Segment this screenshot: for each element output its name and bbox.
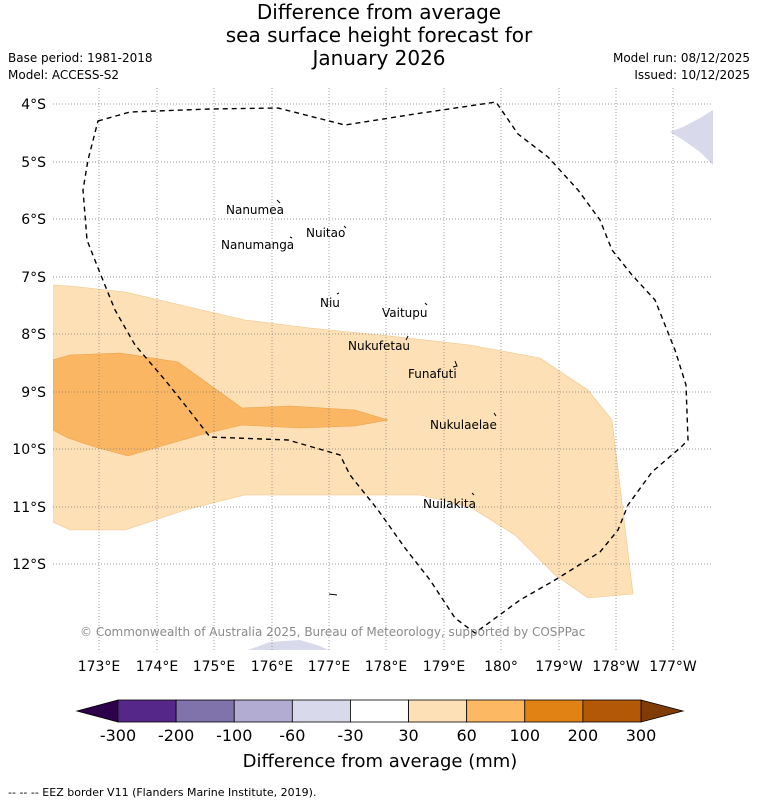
island-shape-nuitao xyxy=(343,225,347,229)
lat-label-1: 5°S xyxy=(21,155,46,171)
lat-label-0: 4°S xyxy=(21,97,46,113)
island-shape-nanumanga xyxy=(289,236,293,239)
colorbar-tick-5: 30 xyxy=(398,726,418,745)
colorbar-tick-8: 200 xyxy=(568,726,599,745)
island-label-nanumea: Nanumea xyxy=(226,203,284,217)
model-name: Model: ACCESS-S2 xyxy=(8,68,120,82)
island-shape-far-south xyxy=(328,593,338,596)
lon-label-5: 178°E xyxy=(365,659,408,675)
island-shape-nukufetau xyxy=(405,335,409,341)
colorbar-segment-2 xyxy=(233,699,293,723)
island-shape-funafuti xyxy=(452,360,458,368)
lon-label-3: 176°E xyxy=(251,659,294,675)
colorbar-over-arrow xyxy=(640,699,685,723)
anomaly-region-30-60 xyxy=(53,284,634,599)
colorbar-tick-0: -300 xyxy=(100,726,136,745)
issued-date: Issued: 10/12/2025 xyxy=(634,68,750,82)
island-shape-nanumea xyxy=(276,199,281,204)
lat-label-4: 8°S xyxy=(21,327,46,343)
anomaly-region-minus60-minus30 xyxy=(670,110,713,165)
colorbar-segment-1 xyxy=(175,699,235,723)
island-label-nuitao: Nuitao xyxy=(306,226,345,240)
longitude-labels: 173°E 174°E 175°E 176°E 177°E 178°E 179°E 180° 1… xyxy=(78,659,697,675)
island-label-nukufetau: Nukufetau xyxy=(348,339,410,353)
colorbar-tick-6: 60 xyxy=(456,726,476,745)
island-shape-nukulaelae xyxy=(493,412,497,417)
colorbar-title: Difference from average (mm) xyxy=(243,751,518,772)
anomaly-region-minus60-minus30-bottom xyxy=(248,640,328,650)
lon-label-10: 177°W xyxy=(649,659,697,675)
lon-label-2: 175°E xyxy=(193,659,236,675)
colorbar-segment-7 xyxy=(524,699,584,723)
colorbar-under-arrow xyxy=(75,699,119,723)
title-line-1: Difference from average xyxy=(256,0,502,24)
island-shapes xyxy=(276,199,497,596)
colorbar-tick-1: -200 xyxy=(158,726,194,745)
lat-label-5: 9°S xyxy=(21,385,46,401)
island-label-nuilakita: Nuilakita xyxy=(423,497,476,511)
colorbar-tick-7: 100 xyxy=(510,726,541,745)
colorbar: -300 -200 -100 -60 -30 30 60 100 200 300 Differen… xyxy=(75,699,685,772)
lon-label-9: 178°W xyxy=(592,659,640,675)
colorbar-tick-3: -60 xyxy=(279,726,305,745)
lon-label-8: 179°W xyxy=(535,659,583,675)
title-line-2: sea surface height forecast for xyxy=(225,23,533,47)
lat-label-6: 10°S xyxy=(12,442,46,458)
island-labels: Nanumea Nuitao Nanumanga Niu Vaitupu Nuk… xyxy=(221,203,497,511)
meta-left: Base period: 1981-2018 Model: ACCESS-S2 xyxy=(8,50,153,84)
latitude-labels: 4°S 5°S 6°S 7°S 8°S 9°S 10°S 11°S 12°S xyxy=(12,97,46,573)
anomaly-layer xyxy=(53,110,713,650)
colorbar-tick-9: 300 xyxy=(626,726,657,745)
lon-label-4: 177°E xyxy=(308,659,351,675)
island-label-nukulaelae: Nukulaelae xyxy=(430,418,497,432)
lon-label-6: 179°E xyxy=(423,659,466,675)
figure-title: Difference from average sea surface heig… xyxy=(0,1,758,70)
colorbar-segment-5 xyxy=(408,699,468,723)
colorbar-segment-6 xyxy=(466,699,526,723)
base-period: Base period: 1981-2018 xyxy=(8,51,153,65)
title-line-3: January 2026 xyxy=(312,46,446,70)
meta-right: Model run: 08/12/2025 Issued: 10/12/2025 xyxy=(613,50,750,84)
map-canvas: Nanumea Nuitao Nanumanga Niu Vaitupu Nuk… xyxy=(12,88,713,772)
colorbar-segment-3 xyxy=(291,699,351,723)
island-shape-vaitupu xyxy=(424,302,428,306)
lat-label-7: 11°S xyxy=(12,500,46,516)
island-shape-niu xyxy=(336,292,340,295)
eez-footnote: -- -- -- EEZ border V11 (Flanders Marine… xyxy=(8,786,317,799)
colorbar-tick-2: -100 xyxy=(216,726,252,745)
copyright-notice: © Commonwealth of Australia 2025, Bureau… xyxy=(80,625,585,639)
lat-label-2: 6°S xyxy=(21,212,46,228)
lon-label-0: 173°E xyxy=(78,659,121,675)
anomaly-region-60-100 xyxy=(53,352,389,457)
lat-label-8: 12°S xyxy=(12,557,46,573)
colorbar-segment-4 xyxy=(350,699,409,723)
gridlines xyxy=(53,88,713,650)
model-run: Model run: 08/12/2025 xyxy=(612,51,750,65)
eez-border xyxy=(82,101,689,634)
lon-label-7: 180° xyxy=(484,659,518,675)
island-label-vaitupu: Vaitupu xyxy=(382,306,428,320)
island-shape-nuilakita xyxy=(471,492,475,496)
island-label-funafuti: Funafuti xyxy=(408,367,457,381)
colorbar-tick-4: -30 xyxy=(337,726,363,745)
island-label-nanumanga: Nanumanga xyxy=(221,238,294,252)
lon-label-1: 174°E xyxy=(136,659,179,675)
island-label-niu: Niu xyxy=(320,296,340,310)
lat-label-3: 7°S xyxy=(21,270,46,286)
colorbar-segment-8 xyxy=(582,699,642,723)
colorbar-segment-0 xyxy=(117,699,177,723)
